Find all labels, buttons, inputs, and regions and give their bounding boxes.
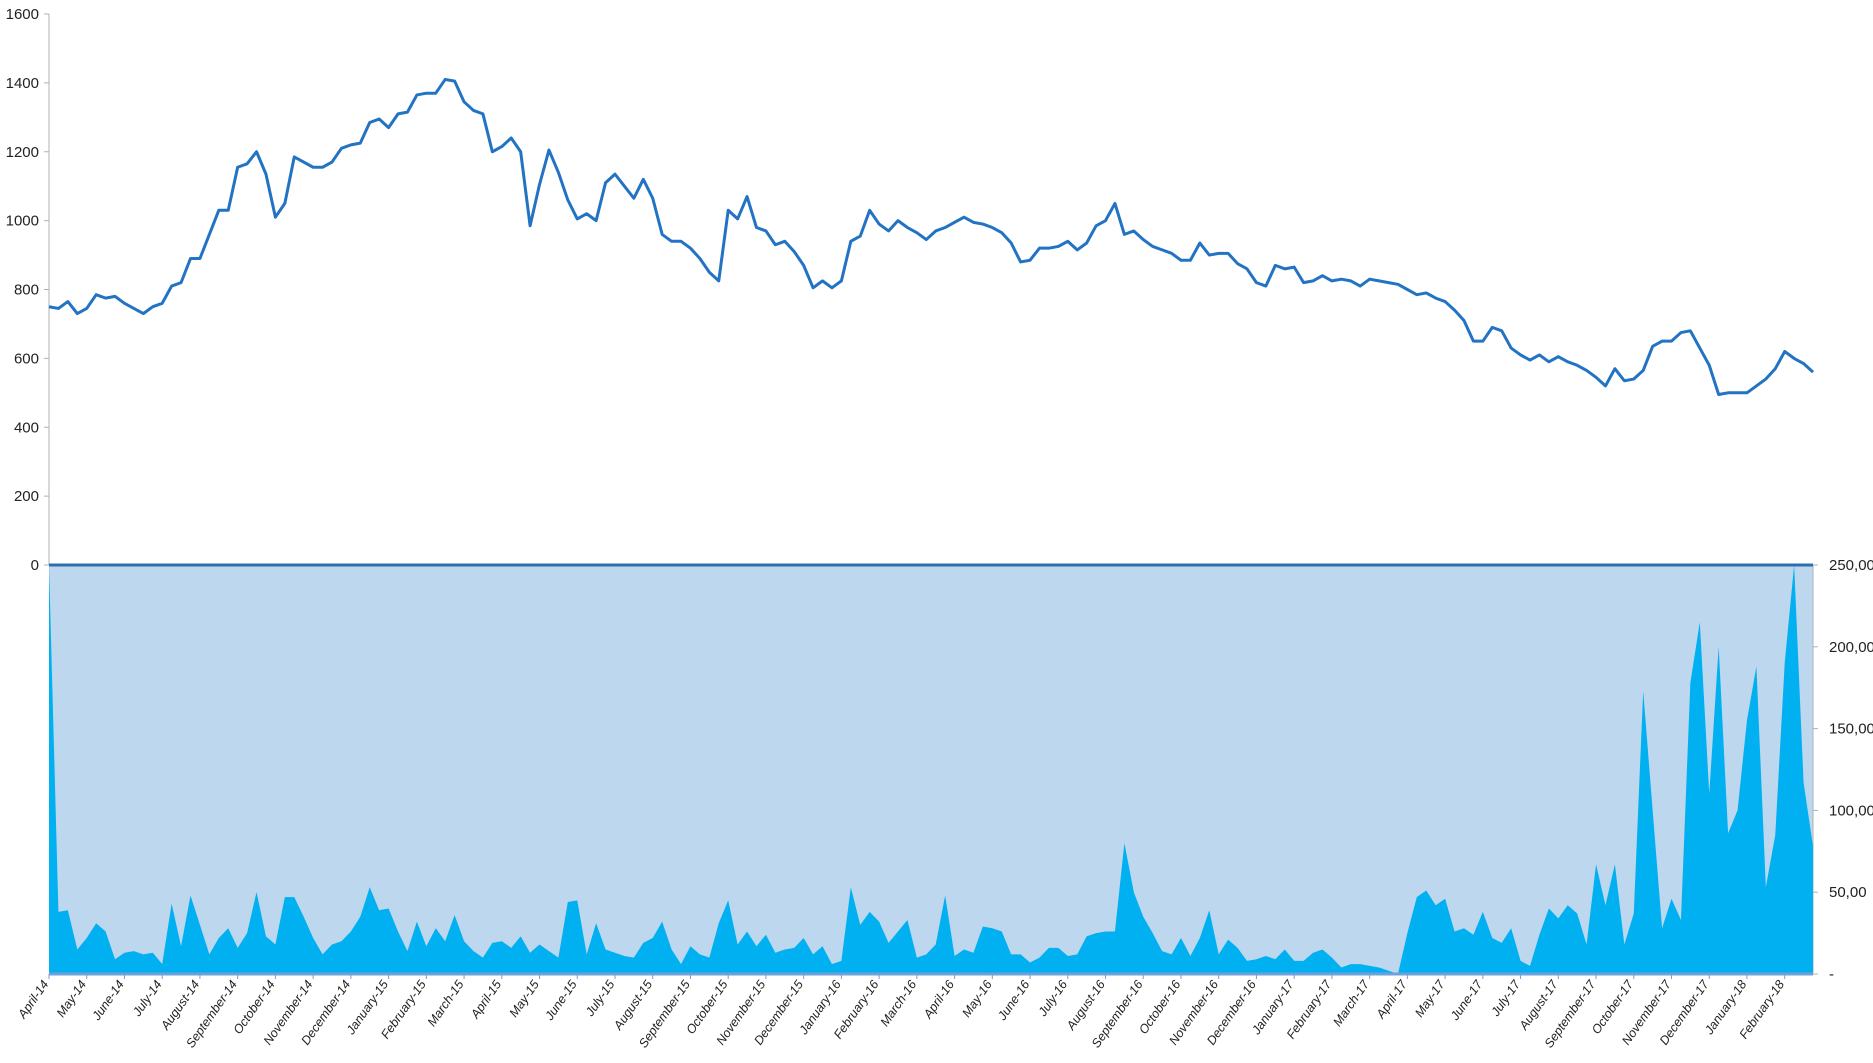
y-tick-label: 0 <box>31 557 39 574</box>
x-tick-label: June-17 <box>1447 977 1486 1024</box>
x-tick-label: March-15 <box>425 978 467 1029</box>
x-tick-label: May-15 <box>507 978 542 1020</box>
y2-tick-label: 200,00 <box>1829 639 1873 656</box>
x-tick-label: July-17 <box>1488 977 1524 1020</box>
y-tick-label: 400 <box>14 419 39 436</box>
x-tick-label: March-17 <box>1330 977 1372 1029</box>
x-tick-label: April-17 <box>1373 977 1410 1022</box>
x-tick-label: June-16 <box>995 978 1033 1024</box>
x-tick-label: April-15 <box>467 978 504 1022</box>
y-tick-label: 1200 <box>6 144 39 161</box>
y-tick-label: 1400 <box>6 75 39 92</box>
x-tick-label: July-16 <box>1035 978 1070 1020</box>
y2-panel <box>49 565 1813 974</box>
x-tick-label: April-16 <box>920 978 957 1022</box>
x-tick-label: June-14 <box>89 978 127 1024</box>
x-tick-label: April-14 <box>15 978 52 1022</box>
x-tick-label: July-15 <box>582 978 617 1020</box>
y-tick-label: 600 <box>14 350 39 367</box>
price-line <box>48 77 1815 397</box>
y-tick-label: 200 <box>14 488 39 505</box>
x-tick-label: May-16 <box>959 978 994 1020</box>
y-tick-label: 800 <box>14 282 39 299</box>
x-tick-label: May-14 <box>54 978 89 1020</box>
x-tick-label: May-17 <box>1412 977 1448 1020</box>
y2-tick-label: 50,00 <box>1829 884 1867 901</box>
x-tick-label: March-16 <box>878 978 920 1029</box>
x-tick-label: July-14 <box>130 978 165 1020</box>
y2-tick-label: - <box>1829 966 1834 983</box>
y2-tick-label: 150,00 <box>1829 721 1873 738</box>
x-tick-label: June-15 <box>542 978 580 1024</box>
y-tick-label: 1000 <box>6 213 39 230</box>
y2-tick-label: 250,00 <box>1829 557 1873 574</box>
y-tick-label: 1600 <box>6 6 39 23</box>
volume-area <box>49 565 1813 974</box>
y2-tick-label: 100,00 <box>1829 802 1873 819</box>
